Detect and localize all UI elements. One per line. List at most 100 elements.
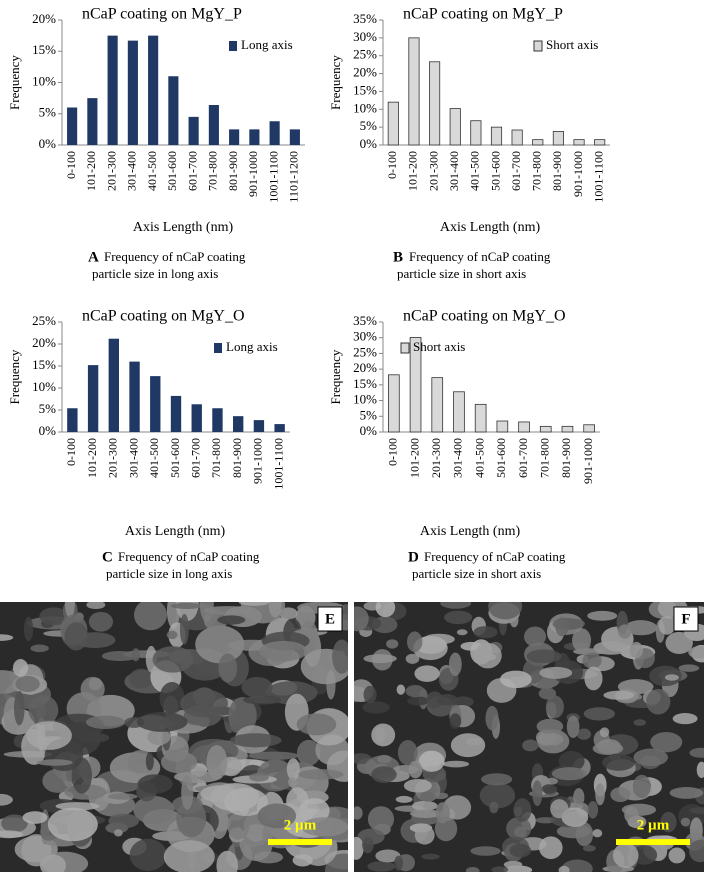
- y-tick-label: 20%: [32, 335, 56, 350]
- grain: [47, 807, 98, 842]
- grain: [28, 695, 59, 726]
- scale-bar-label: 2 µm: [637, 817, 670, 833]
- bar: [170, 395, 182, 432]
- grain: [133, 795, 175, 825]
- grain: [101, 651, 139, 662]
- grain: [612, 842, 639, 868]
- x-tick-label: 901-1000: [571, 151, 585, 197]
- y-tick-label: 5%: [360, 407, 378, 422]
- y-tick-label: 20%: [353, 65, 377, 80]
- caption-line: particle size in short axis: [397, 266, 526, 281]
- x-tick-label: 401-500: [468, 151, 482, 191]
- grain: [405, 653, 420, 664]
- grain: [481, 773, 513, 786]
- grain: [362, 837, 374, 854]
- grain: [573, 788, 585, 807]
- grain: [152, 646, 194, 673]
- grain: [371, 723, 396, 747]
- bar: [453, 391, 465, 433]
- grain: [678, 664, 700, 672]
- bar: [148, 35, 159, 145]
- grain: [86, 602, 106, 610]
- grain: [170, 602, 204, 609]
- bar: [233, 416, 244, 432]
- grain: [633, 748, 668, 767]
- grain: [658, 615, 676, 635]
- grain: [650, 731, 683, 753]
- grain: [80, 676, 105, 702]
- grain: [163, 840, 215, 872]
- y-tick-label: 35%: [353, 11, 377, 26]
- grain: [409, 809, 441, 818]
- grain: [536, 718, 564, 734]
- bar: [229, 129, 240, 145]
- grain: [375, 602, 396, 618]
- grain: [564, 618, 585, 629]
- grain: [542, 732, 564, 746]
- grain: [406, 631, 423, 653]
- grain: [489, 801, 499, 814]
- grain: [231, 722, 240, 733]
- caption-line: particle size in long axis: [92, 266, 218, 281]
- grain: [465, 866, 480, 872]
- grain: [617, 679, 654, 695]
- grain: [541, 784, 558, 794]
- grain: [227, 811, 250, 840]
- grain: [449, 713, 462, 729]
- grain: [664, 674, 679, 681]
- grain: [403, 778, 432, 793]
- grain: [180, 689, 228, 718]
- grain: [448, 652, 462, 676]
- grain: [367, 861, 396, 872]
- grain: [238, 602, 270, 606]
- bar: [594, 139, 606, 146]
- bar: [150, 376, 161, 432]
- bar: [129, 361, 140, 432]
- grain: [689, 807, 704, 814]
- grain: [160, 751, 198, 774]
- grain: [88, 611, 114, 632]
- y-axis-label: Frequency: [328, 55, 343, 110]
- grain: [426, 691, 443, 709]
- x-tick-label: 501-600: [494, 438, 508, 478]
- bar: [539, 425, 552, 433]
- grain: [175, 602, 199, 622]
- bar: [552, 131, 564, 146]
- legend-label: Short axis: [546, 37, 598, 52]
- x-tick-label: 901-1000: [581, 438, 595, 484]
- y-tick-label: 10%: [32, 379, 56, 394]
- bar: [518, 421, 530, 433]
- x-tick-label: 501-600: [168, 438, 182, 478]
- bar: [67, 408, 78, 432]
- grain: [524, 626, 547, 647]
- bar: [253, 420, 265, 432]
- grain: [503, 860, 523, 869]
- sem-image: [0, 602, 348, 872]
- x-tick-label: 1001-1100: [591, 151, 605, 203]
- x-axis-label: Axis Length (nm): [125, 524, 226, 539]
- x-tick-label: 1001-1100: [271, 438, 285, 490]
- y-tick-label: 15%: [32, 357, 56, 372]
- bar: [409, 336, 422, 433]
- x-tick-label: 401-500: [145, 151, 159, 191]
- grain: [114, 829, 123, 837]
- grain: [592, 829, 603, 838]
- x-tick-label: 301-400: [126, 438, 140, 478]
- bar: [408, 37, 420, 146]
- legend-swatch: [533, 40, 543, 52]
- grain: [513, 798, 532, 822]
- bar: [108, 338, 119, 432]
- grain: [473, 626, 498, 639]
- grain: [332, 639, 348, 674]
- grain: [491, 866, 509, 872]
- y-tick-label: 30%: [353, 329, 377, 344]
- grain: [688, 646, 704, 659]
- grain: [0, 634, 14, 641]
- bar: [208, 105, 219, 145]
- grain: [572, 628, 592, 653]
- x-tick-label: 701-800: [209, 438, 223, 478]
- grain: [0, 670, 23, 695]
- x-tick-label: 0-100: [64, 151, 78, 179]
- grain: [452, 696, 474, 708]
- grain: [225, 853, 236, 865]
